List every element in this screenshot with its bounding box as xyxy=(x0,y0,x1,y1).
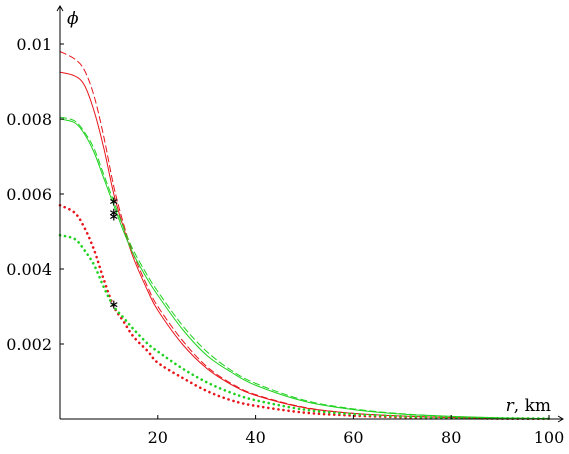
y-axis-title: ϕ xyxy=(67,9,79,29)
series-line-6 xyxy=(58,233,551,420)
x-tick-label: 60 xyxy=(343,428,363,447)
y-tick-label: 0.008 xyxy=(6,110,52,129)
y-tick-label: 0.01 xyxy=(16,35,52,54)
series-layer xyxy=(58,51,551,421)
x-axis-title-symbol: r xyxy=(506,396,515,416)
y-axis-arrow-icon xyxy=(56,5,64,12)
x-tick-label: 40 xyxy=(245,428,265,447)
y-tick-label: 0.006 xyxy=(6,185,52,204)
y-tick-label: 0.004 xyxy=(6,260,52,279)
x-tick-label: 100 xyxy=(534,428,565,447)
axes-layer xyxy=(56,5,564,423)
x-axis-arrow-icon xyxy=(557,415,564,423)
star-marker-icon xyxy=(110,300,118,309)
series-line-1 xyxy=(59,71,550,420)
star-marker-icon xyxy=(110,197,118,206)
y-tick-label: 0.002 xyxy=(6,335,52,354)
x-axis-title: r, km xyxy=(506,396,551,416)
x-tick-label: 80 xyxy=(441,428,461,447)
series-line-4 xyxy=(59,116,550,420)
x-tick-label: 20 xyxy=(148,428,168,447)
star-marker-icon xyxy=(110,212,118,221)
series-line-5 xyxy=(58,203,551,421)
x-axis-title-unit: , km xyxy=(514,396,551,416)
ticks-layer: 20 40 60 80 100 0.002 0.004 0.006 0.008 0.01 xyxy=(6,35,564,447)
series-line-3 xyxy=(59,118,550,420)
marker-layer xyxy=(110,197,118,309)
series-line-2 xyxy=(59,51,550,420)
